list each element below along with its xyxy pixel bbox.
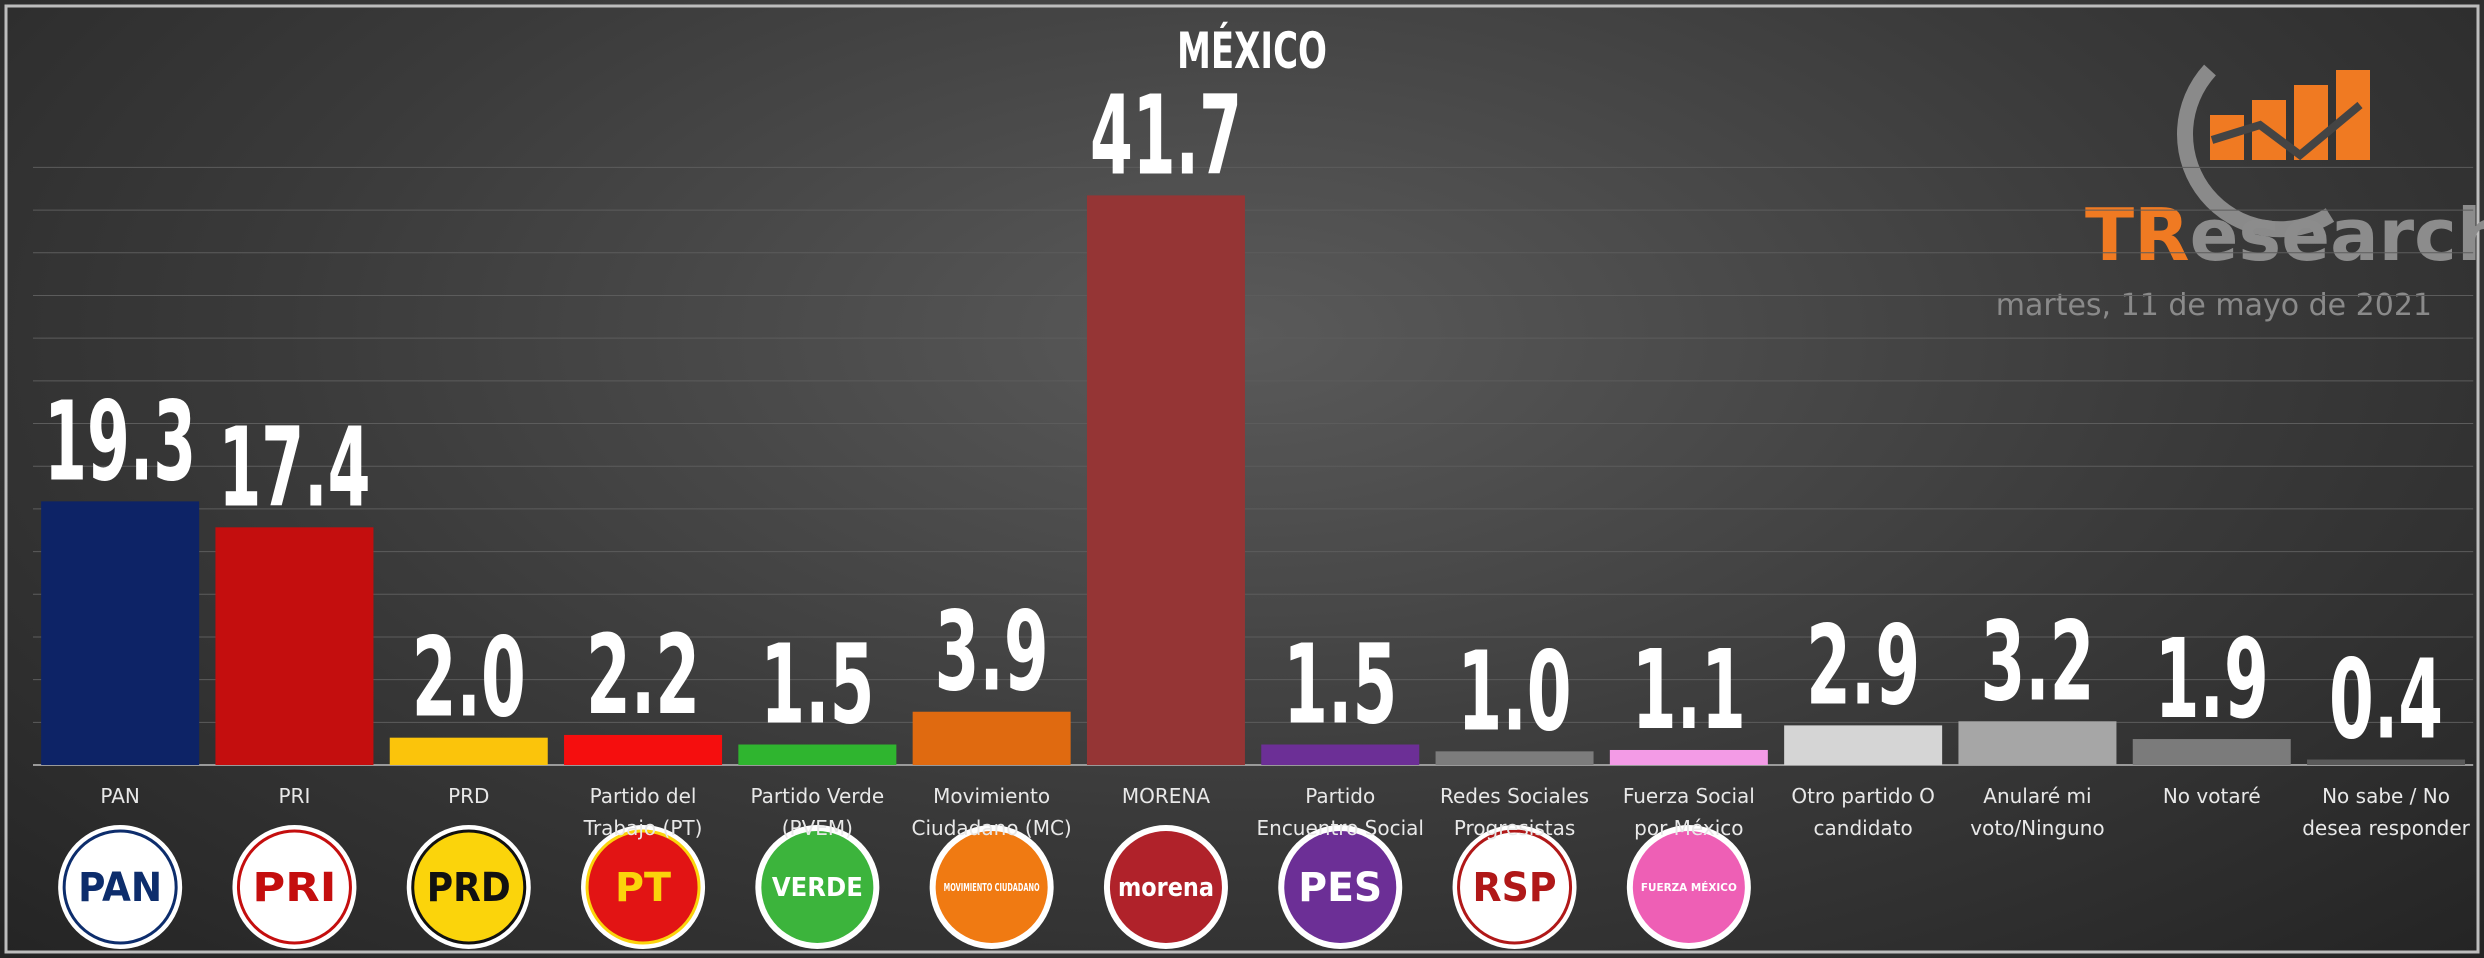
logo-disc: [1457, 829, 1573, 945]
brand-name: TResearch: [2085, 193, 2484, 277]
value-label: 1.9: [2155, 615, 2269, 743]
value-label: 2.9: [1806, 601, 1920, 729]
value-label: 1.5: [760, 621, 874, 749]
logo-text: PT: [615, 865, 672, 911]
x-tick-label: Fuerza Social por México: [1622, 784, 1755, 840]
brand-trend: [2210, 101, 2363, 161]
logo-text: VERDE: [772, 873, 863, 903]
value-label: 3.2: [1980, 597, 2094, 725]
bar: [2307, 759, 2466, 765]
bar: [2132, 739, 2291, 765]
logo-disc: [411, 829, 527, 945]
bar: [215, 527, 374, 765]
bar: [738, 744, 897, 765]
brand-icon: [2177, 64, 2370, 238]
party-logo: morena: [1103, 825, 1228, 949]
value-label: 1.0: [1458, 627, 1572, 755]
logo-text: PRI: [252, 865, 336, 911]
logo-disc: [1109, 831, 1222, 943]
x-tick-label: Partido del Trabajo (PT): [583, 784, 703, 840]
x-tick-label: PAN: [100, 784, 140, 808]
logo-text: PES: [1298, 865, 1382, 911]
bar: [41, 501, 200, 765]
value-label: 0.4: [2329, 636, 2443, 764]
bar: [1609, 749, 1768, 765]
bar: [912, 711, 1071, 765]
logo-text: MOVIMIENTO CIUDADANO: [944, 881, 1040, 894]
x-tick-label: Movimiento Ciudadano (MC): [911, 784, 1072, 840]
value-label: 19.3: [44, 377, 196, 505]
party-logo: RSP: [1452, 825, 1577, 949]
frame: [4, 4, 2480, 954]
party-logo: VERDE: [755, 825, 880, 949]
x-tick-label: Redes Sociales Progresistas: [1439, 784, 1590, 840]
party-logo: PAN: [58, 825, 183, 949]
party-logo: MOVIMIENTO CIUDADANO: [929, 825, 1054, 949]
logo-text: morena: [1118, 873, 1214, 903]
party-logo: PES: [1278, 825, 1403, 949]
logo-text: FUERZA MÉXICO: [1641, 881, 1737, 894]
brand-arc: [2177, 64, 2335, 238]
bar: [564, 734, 723, 765]
x-tick-label: Otro partido O candidato: [1791, 784, 1935, 840]
value-label: 2.0: [412, 614, 526, 742]
value-label: 1.5: [1283, 621, 1397, 749]
logo-disc: [1632, 831, 1745, 943]
x-tick-label: Anularé mi voto/Ninguno: [1970, 784, 2105, 840]
brand-name-b: esearch: [2190, 193, 2484, 277]
party-logo: PT: [581, 825, 706, 949]
bar: [1261, 744, 1420, 765]
bar: [1958, 721, 2117, 765]
x-tick-label: PRI: [278, 784, 311, 808]
logo-text: RSP: [1473, 865, 1557, 911]
x-tick-label: No sabe / No desea responder: [2302, 784, 2470, 840]
bar: [1086, 195, 1245, 766]
value-label: 3.9: [935, 588, 1049, 716]
x-tick-label: No votaré: [2162, 784, 2261, 808]
value-label: 17.4: [218, 403, 370, 531]
value-label: 41.7: [1090, 71, 1242, 199]
logo-text: PRD: [427, 865, 511, 911]
party-logo: PRI: [232, 825, 357, 949]
logo-disc: [62, 829, 178, 945]
brand-name-a: TR: [2085, 193, 2190, 277]
logo-text: PAN: [78, 865, 162, 911]
party-logo: FUERZA MÉXICO: [1626, 825, 1751, 949]
brand-date: martes, 11 de mayo de 2021: [1996, 288, 2432, 323]
logo-disc: [1284, 831, 1397, 943]
x-tick-label: PRD: [448, 784, 490, 808]
x-tick-label: Partido Encuentro Social: [1256, 784, 1424, 840]
logo-disc: [935, 831, 1048, 943]
value-label: 2.2: [586, 611, 700, 739]
logo-disc: [585, 829, 701, 945]
bar: [389, 737, 548, 765]
value-label: 1.1: [1632, 626, 1746, 754]
logo-disc: [236, 829, 352, 945]
party-logo: PRD: [406, 825, 531, 949]
chart-title: MÉXICO: [1177, 21, 1327, 80]
logo-disc: [761, 831, 874, 943]
x-tick-label: MORENA: [1121, 784, 1211, 808]
x-tick-label: Partido Verde (PVEM): [750, 784, 885, 840]
bar: [1784, 725, 1943, 765]
bar: [1435, 751, 1594, 765]
